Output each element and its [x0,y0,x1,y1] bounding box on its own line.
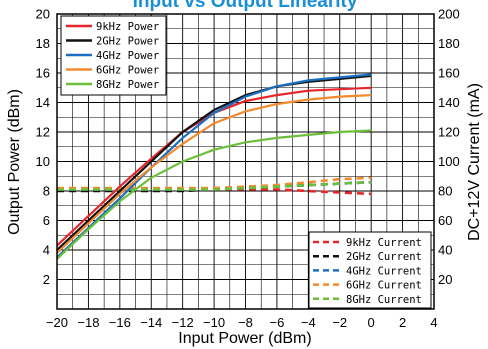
y2-tick-label: 200 [438,7,460,22]
y-tick-label: 8 [43,184,50,199]
power-series-line [56,94,372,254]
legend-label: 6GHz Current [346,280,422,292]
y-axis-ticks: 2 4 6 8 10 12 14 16 18 20 [36,7,50,288]
legend-label: 8GHz Power [96,79,159,91]
x-axis-ticks: −20 −18 −16 −14 −12 −10 −8 −6 −4 −2 0 2 4 [46,315,438,330]
y2-tick-label: 100 [438,154,460,169]
current-series-line [57,180,372,191]
y-tick-label: 2 [43,272,50,287]
y2-tick-label: 60 [438,213,452,228]
x-axis-label: Input Power (dBm) [178,330,311,347]
y2-tick-label: 40 [438,243,452,258]
power-series-line [56,73,372,259]
x-tick-label: −2 [332,315,347,330]
x-tick-label: 2 [399,315,406,330]
legend-label: 9kHz Power [96,21,159,33]
chart-title: Input vs Output Linearity [133,0,358,12]
y-tick-label: 16 [36,66,50,81]
legend-label: 6GHz Power [96,65,159,77]
y2-tick-label: 160 [438,66,460,81]
y2-axis-label: DC+12V Current (mA) [466,83,483,241]
legend-label: 2GHz Current [346,251,422,263]
legend-label: 4GHz Current [346,265,422,277]
legend-label: 8GHz Current [346,294,422,306]
current-lines [57,176,372,196]
x-tick-label: −4 [301,315,316,330]
power-series-line [56,74,372,251]
x-tick-label: −16 [109,315,131,330]
x-tick-label: 0 [368,315,375,330]
y2-tick-label: 80 [438,184,452,199]
current-legend: 9kHz Current 2GHz Current 4GHz Current 6GHz… [308,231,432,309]
y-tick-label: 20 [36,7,50,22]
x-tick-label: −14 [140,315,162,330]
y-tick-label: 14 [36,95,50,110]
y-tick-label: 18 [36,36,50,51]
x-tick-label: −18 [77,315,99,330]
y2-tick-label: 140 [438,95,460,110]
x-tick-label: −10 [203,315,225,330]
y-tick-label: 4 [43,243,50,258]
y-axis-label: Output Power (dBm) [6,89,23,235]
x-tick-label: 4 [430,315,437,330]
power-lines [56,73,372,260]
power-legend: 9kHz Power 2GHz Power 4GHz Power 6GHz Power… [60,15,167,96]
y2-axis-ticks: 20 40 60 80 100 120 140 160 180 200 [438,7,460,288]
x-tick-label: −12 [172,315,194,330]
y-tick-label: 6 [43,213,50,228]
plot-frame [56,13,435,310]
current-legend-box [308,231,432,309]
legend-label: 4GHz Power [96,50,159,62]
x-tick-label: −8 [238,315,253,330]
x-tick-label: −20 [46,315,68,330]
y2-tick-label: 180 [438,36,460,51]
x-tick-label: −6 [270,315,285,330]
y2-tick-label: 20 [438,272,452,287]
current-series-line [57,176,372,190]
legend-label: 9kHz Current [346,237,422,249]
power-series-line [56,129,372,260]
y-tick-label: 10 [36,154,50,169]
y2-tick-label: 120 [438,125,460,140]
y-tick-label: 12 [36,125,50,140]
legend-label: 2GHz Power [96,36,159,48]
